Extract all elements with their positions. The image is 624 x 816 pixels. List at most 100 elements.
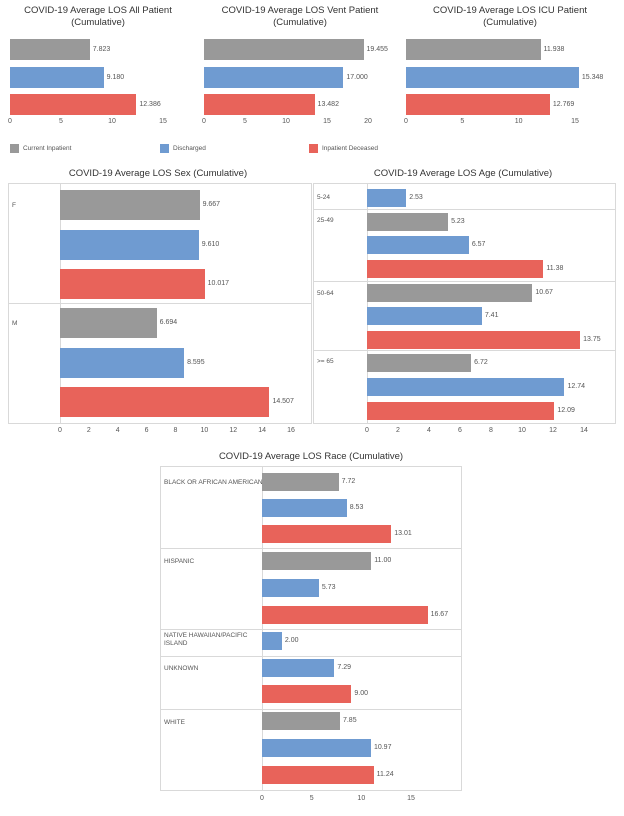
legend-item-current[interactable]: Current Inpatient [10, 144, 71, 153]
group-separator [313, 209, 616, 210]
bar-current[interactable] [367, 213, 449, 231]
bar-value-label: 9.610 [201, 241, 220, 248]
category-label: WHITE [164, 719, 185, 726]
bar-value-label: 9.667 [202, 201, 221, 208]
bar-deceased[interactable] [367, 260, 544, 278]
chart-title-line: COVID-19 Average LOS Vent Patient [221, 5, 379, 16]
bar-discharged[interactable] [262, 739, 371, 757]
bar-value-label: 11.24 [376, 771, 394, 778]
chart-title-line: (Cumulative) [71, 17, 125, 28]
chart-title-race: COVID-19 Average LOS Race (Cumulative) [160, 451, 462, 463]
group-separator [160, 548, 462, 549]
category-label: UNKNOWN [164, 665, 199, 672]
bar-deceased[interactable] [10, 94, 137, 115]
group-separator [160, 656, 462, 657]
bar-value-label: 6.72 [474, 359, 488, 366]
x-tick-label: 5 [460, 118, 465, 125]
bar-current[interactable] [406, 39, 541, 60]
x-tick-label: 5 [59, 118, 63, 125]
chart-title-line: COVID-19 Average LOS Sex (Cumulative) [68, 168, 248, 179]
x-tick-label: 10 [282, 118, 290, 125]
x-tick-label: 2 [396, 427, 400, 434]
legend-item-discharged[interactable]: Discharged [160, 144, 206, 153]
chart-frame [160, 466, 462, 791]
bar-discharged[interactable] [367, 378, 565, 396]
bar-value-label: 12.386 [139, 100, 161, 108]
legend-swatch-current [10, 144, 19, 153]
chart-title-line: COVID-19 Average LOS All Patient [24, 5, 172, 16]
bar-value-label: 5.73 [321, 584, 336, 591]
x-tick-label: 20 [364, 118, 372, 125]
bar-value-label: 10.97 [373, 744, 392, 751]
chart-title-sex: COVID-19 Average LOS Sex (Cumulative) [8, 168, 308, 180]
bar-discharged[interactable] [367, 189, 407, 207]
x-tick-label: 4 [427, 427, 431, 434]
legend-item-deceased[interactable]: Inpatient Deceased [309, 144, 378, 153]
chart-title-line: COVID-19 Average LOS Race (Cumulative) [218, 451, 404, 462]
bar-current[interactable] [367, 354, 472, 372]
legend-label: Current Inpatient [23, 145, 72, 152]
bar-current[interactable] [262, 712, 340, 730]
bar-discharged[interactable] [367, 307, 482, 325]
bar-discharged[interactable] [367, 236, 469, 254]
bar-discharged[interactable] [262, 579, 319, 597]
category-label: 25-49 [317, 217, 334, 224]
x-tick-label: 5 [309, 795, 314, 802]
bar-discharged[interactable] [262, 659, 335, 677]
bar-value-label: 14.507 [272, 398, 294, 405]
x-tick-label: 4 [115, 427, 120, 434]
x-tick-label: 10 [200, 427, 209, 434]
bar-current[interactable] [367, 284, 533, 302]
bar-deceased[interactable] [60, 269, 205, 299]
group-separator [160, 709, 462, 710]
bar-deceased[interactable] [60, 387, 270, 417]
bar-discharged[interactable] [406, 67, 579, 88]
bar-deceased[interactable] [262, 606, 428, 624]
bar-current[interactable] [10, 39, 90, 60]
legend-label: Inpatient Deceased [322, 145, 379, 152]
bar-value-label: 12.74 [567, 383, 585, 390]
bar-discharged[interactable] [10, 67, 104, 88]
bar-current[interactable] [204, 39, 364, 60]
group-separator [313, 281, 616, 282]
category-label: 5-24 [317, 194, 331, 201]
bar-current[interactable] [262, 552, 372, 570]
bar-value-label: 15.348 [581, 73, 604, 81]
bar-discharged[interactable] [60, 348, 185, 378]
bar-deceased[interactable] [367, 331, 581, 349]
legend-swatch-discharged [160, 144, 169, 153]
x-tick-label: 15 [407, 795, 415, 802]
bar-discharged[interactable] [262, 632, 282, 650]
group-separator [8, 303, 312, 304]
bar-value-label: 17.000 [346, 73, 368, 81]
bar-deceased[interactable] [262, 525, 392, 543]
bar-deceased[interactable] [367, 402, 555, 420]
bar-discharged[interactable] [60, 230, 199, 260]
category-label: HISPANIC [164, 558, 195, 565]
group-separator [160, 629, 462, 630]
bar-deceased[interactable] [262, 685, 352, 703]
x-tick-label: 0 [365, 427, 369, 434]
x-tick-label: 6 [144, 427, 149, 434]
bar-value-label: 8.595 [187, 359, 205, 366]
bar-deceased[interactable] [406, 94, 550, 115]
bar-value-label: 2.53 [409, 194, 423, 201]
bar-value-label: 11.38 [546, 265, 564, 272]
bar-value-label: 13.482 [317, 100, 339, 108]
bar-discharged[interactable] [204, 67, 344, 88]
x-tick-label: 2 [86, 427, 91, 434]
category-label: 50-64 [317, 290, 334, 297]
bar-current[interactable] [60, 308, 157, 338]
bar-value-label: 7.41 [484, 312, 499, 319]
bar-discharged[interactable] [262, 499, 347, 517]
category-label: BLACK OR AFRICAN AMERICAN [164, 479, 263, 486]
chart-title-line: COVID-19 Average LOS Age (Cumulative) [373, 168, 553, 179]
x-tick-label: 15 [571, 118, 579, 125]
x-tick-label: 14 [258, 427, 267, 434]
bar-value-label: 12.09 [557, 407, 575, 414]
bar-deceased[interactable] [204, 94, 315, 115]
bar-current[interactable] [262, 473, 339, 491]
bar-current[interactable] [60, 190, 200, 220]
bar-deceased[interactable] [262, 766, 374, 784]
x-tick-label: 0 [404, 118, 408, 125]
